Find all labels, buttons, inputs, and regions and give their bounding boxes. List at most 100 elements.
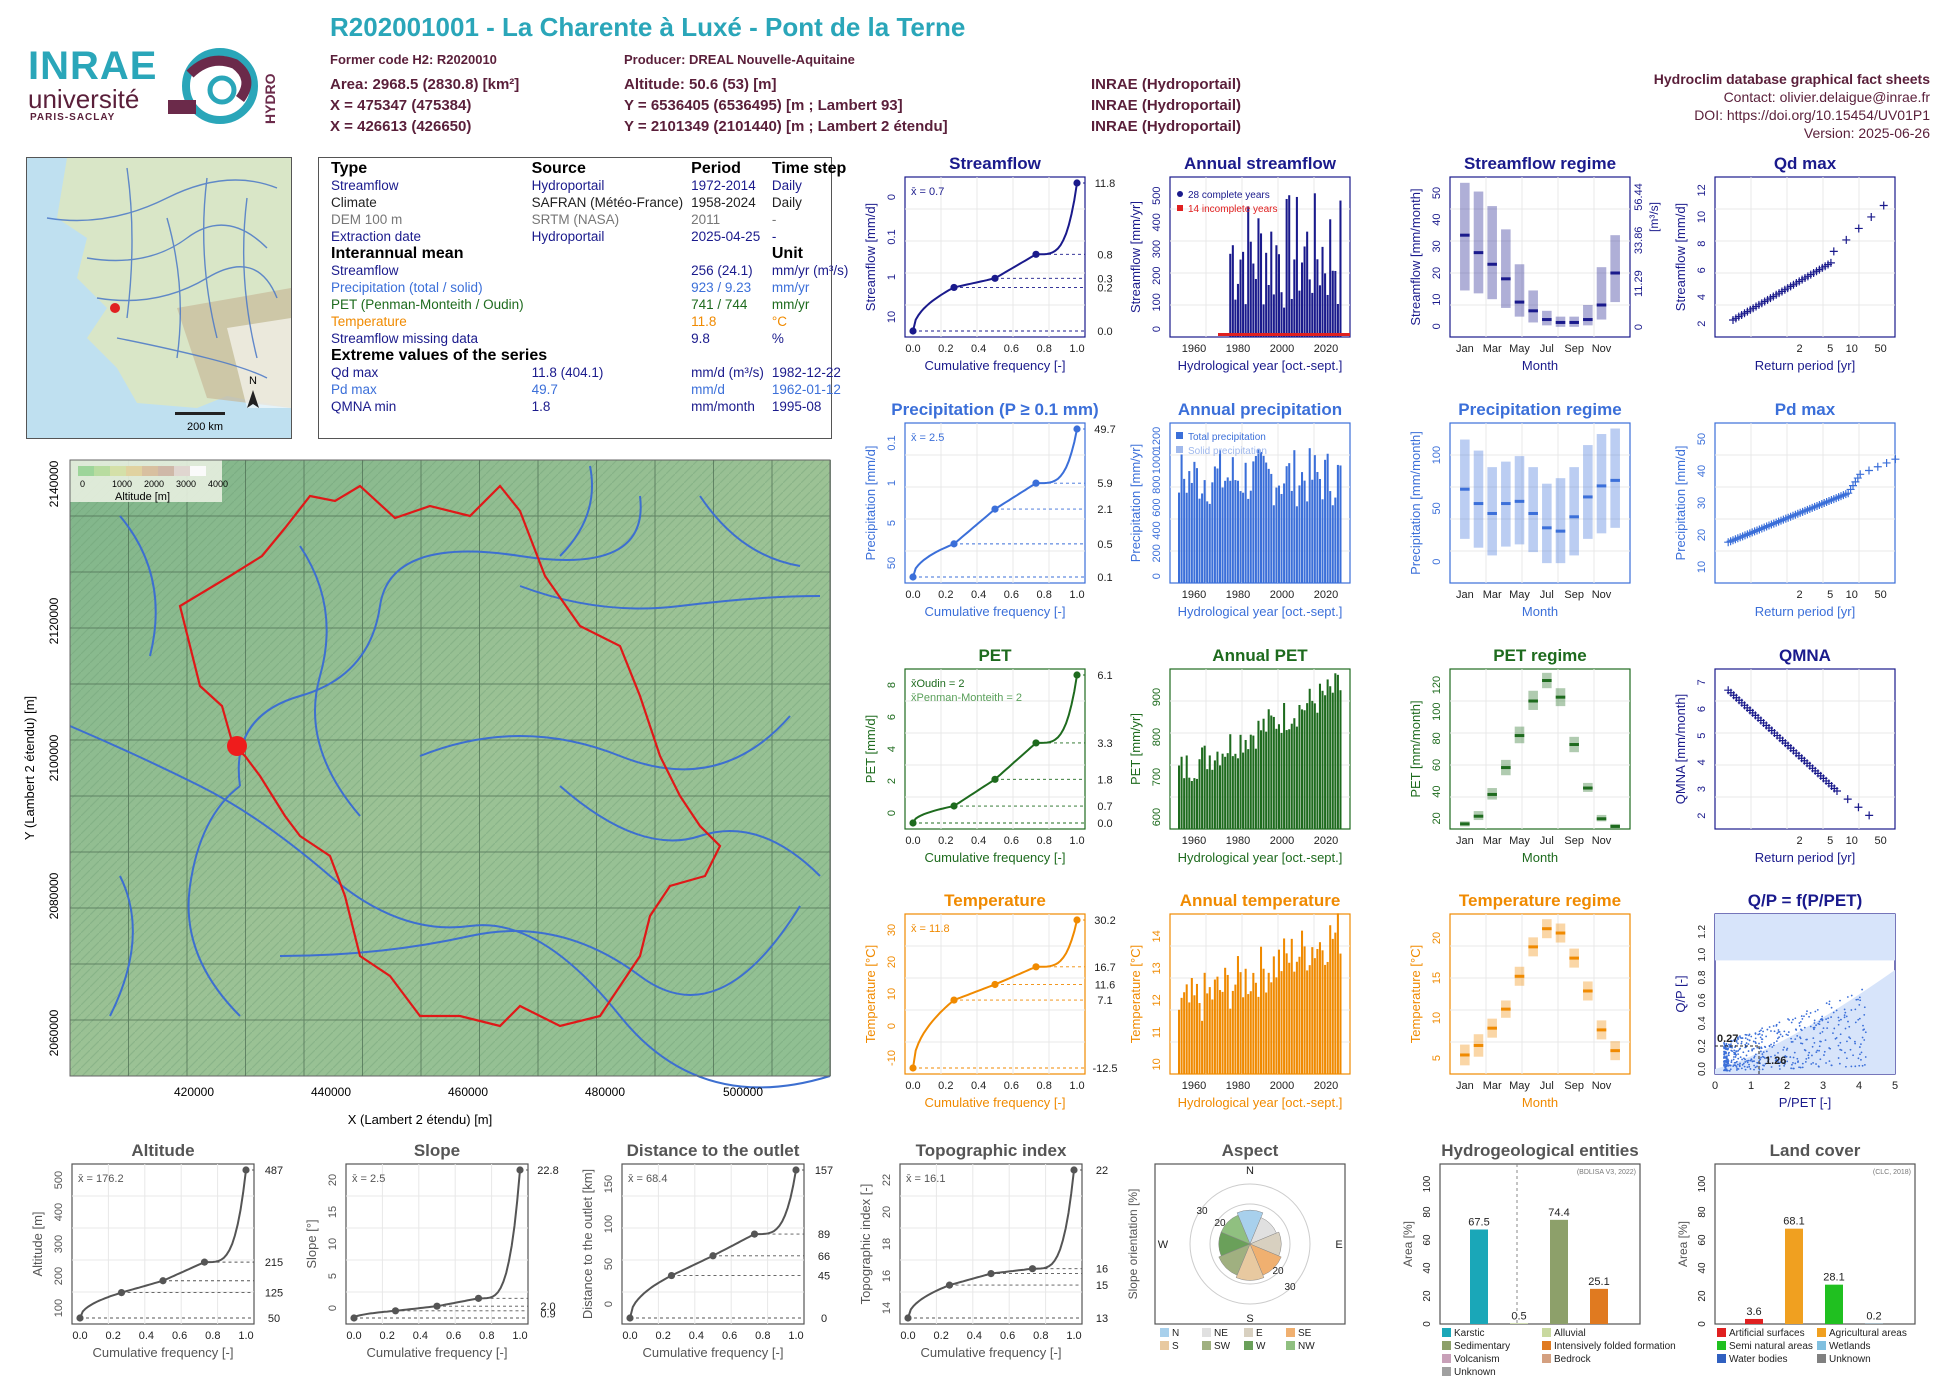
annual-bar [1298, 956, 1301, 1074]
annual-bar [1185, 492, 1188, 583]
compass-label: E [1335, 1239, 1342, 1251]
annual-bar [1242, 492, 1245, 583]
annual-bar [1313, 455, 1316, 583]
right-tick: 45 [818, 1271, 830, 1283]
x-tick: 0.6 [722, 1330, 737, 1342]
right-tick: 30.2 [1094, 915, 1115, 927]
annual-bar [1231, 457, 1234, 583]
scatter-point [1813, 1028, 1815, 1031]
mean-label: x̄ = 11.8 [911, 923, 950, 935]
annual-bar [1252, 461, 1255, 583]
x-tick: 5 [1827, 343, 1833, 355]
y-tick: 1 [886, 274, 898, 280]
scatter-point [1761, 1068, 1764, 1071]
annual-bar [1234, 299, 1237, 337]
scatter-point [1837, 1044, 1840, 1047]
legend-item: SE [1298, 1328, 1312, 1339]
annual-bar [1316, 471, 1319, 583]
y-tick: 50 [603, 1258, 615, 1270]
legend-swatch [1817, 1328, 1826, 1337]
x-tick: 10 [1846, 343, 1858, 355]
map-xtick: 440000 [311, 1085, 351, 1099]
scatter-point [1766, 1057, 1769, 1059]
regime-median [1542, 679, 1552, 683]
annual-bar [1334, 497, 1337, 583]
right-tick: 22.8 [537, 1165, 558, 1177]
x-tick: 1.0 [512, 1330, 527, 1342]
right-tick: 2.1 [1097, 504, 1112, 516]
qp_ppet: Q/P = f(P/PET) 0.27 1.26 0 1 2 3 4 5 0.0 0.2 0.4 0.6… [1673, 891, 1898, 1110]
annual-bar [1303, 946, 1306, 1074]
scatter-point [1813, 1041, 1816, 1044]
bar-value-label: 0.2 [1866, 1311, 1881, 1323]
scatter-point [1801, 1066, 1804, 1069]
annual-bar [1285, 198, 1288, 337]
scatter-point [1724, 1052, 1726, 1055]
scatter-point [1745, 1046, 1747, 1048]
chart-title: Qd max [1774, 154, 1837, 173]
y-axis-label: Slope [°] [304, 1219, 319, 1268]
regime-median [1460, 233, 1470, 237]
scatter-point [1818, 1045, 1821, 1048]
scatter-point [1756, 1061, 1759, 1064]
annual-bar [1229, 734, 1232, 829]
scatter-point [1839, 999, 1841, 1002]
scatter-point [1744, 1068, 1747, 1071]
map-xtick: 500000 [723, 1085, 763, 1099]
scatter-point [1726, 1055, 1728, 1058]
y-tick: 0.1 [886, 435, 898, 450]
annual-bar [1257, 449, 1260, 583]
annual-bar [1285, 466, 1288, 583]
scatter-point [1862, 1024, 1864, 1027]
scatter-point [1778, 1036, 1781, 1039]
scatter-point [1738, 1064, 1741, 1067]
y-tick: 300 [53, 1235, 65, 1253]
scatter-point [1727, 1047, 1730, 1050]
annual-bar [1183, 778, 1186, 829]
category-bar [1825, 1284, 1843, 1324]
scatter-point [1761, 1027, 1764, 1030]
y-tick: 1.0 [1697, 947, 1708, 961]
doi[interactable]: DOI: https://doi.org/10.15454/UV01P1 [1694, 107, 1930, 123]
right-tick: 125 [265, 1288, 283, 1300]
annual-bar [1244, 304, 1247, 337]
scatter-point [1794, 1028, 1797, 1031]
right-tick: 0.3 [1097, 273, 1112, 285]
scatter-point [1829, 247, 1838, 256]
mean-label: x̄Oudin = 2 [911, 678, 965, 690]
regime-median [1555, 931, 1566, 935]
y-tick: 20 [1431, 267, 1443, 279]
map-ytick: 2080000 [47, 872, 61, 919]
scatter-point [1839, 1048, 1842, 1051]
annual-bar [1311, 479, 1314, 583]
precip_cdf: Precipitation (P ≥ 0.1 mm) 49.7 5.9 2.1 0.5 0… [863, 400, 1116, 619]
scatter-point [1753, 1064, 1755, 1067]
scatter-point [1858, 996, 1861, 999]
annual-bar [1272, 956, 1275, 1074]
annual-bar [1295, 726, 1298, 829]
scatter-point [1743, 1065, 1746, 1068]
y-tick: 0 [603, 1301, 615, 1307]
scatter-point [1801, 1042, 1804, 1045]
annual-bar [1324, 964, 1327, 1074]
scatter-point [1753, 1068, 1755, 1071]
annual-bar [1321, 950, 1324, 1074]
x-tick: 0.6 [1000, 1330, 1015, 1342]
annual-bar [1234, 753, 1237, 829]
scatter-point [1833, 787, 1841, 795]
chart-title: Annual PET [1212, 646, 1308, 665]
map-ytick: 2140000 [47, 460, 61, 507]
scatter-point [1734, 1053, 1737, 1056]
annual-bar [1311, 947, 1314, 1074]
scatter-point [1863, 1006, 1866, 1009]
x-tick: 5 [1892, 1080, 1898, 1092]
annual-bar [1213, 466, 1216, 583]
contact[interactable]: Contact: olivier.delaigue@inrae.fr [1723, 89, 1930, 105]
scatter-point [1783, 1064, 1786, 1067]
chart-title: Annual precipitation [1178, 400, 1342, 419]
right-tick: 66 [818, 1251, 830, 1263]
annual-bar [1316, 949, 1319, 1074]
annual-bar [1267, 468, 1270, 583]
annual-bar [1234, 984, 1237, 1074]
hydro-logo: HYDRO [168, 48, 278, 124]
